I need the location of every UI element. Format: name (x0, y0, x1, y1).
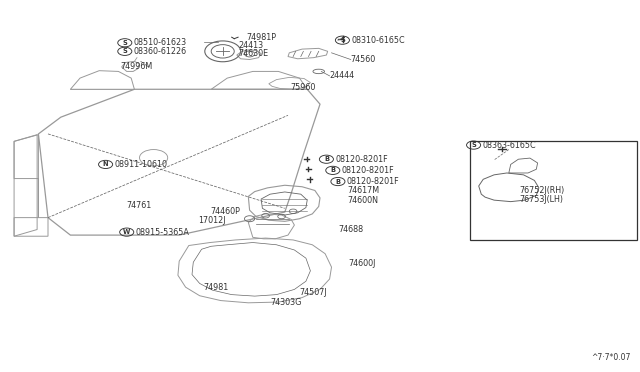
Text: 08911-10610: 08911-10610 (115, 160, 168, 169)
Text: 17012J: 17012J (198, 216, 226, 225)
Text: 74981: 74981 (204, 283, 228, 292)
Text: 74630E: 74630E (238, 49, 268, 58)
Text: S: S (340, 37, 345, 43)
Text: 08120-8201F: 08120-8201F (342, 166, 394, 175)
Text: B: B (324, 156, 329, 162)
Text: 74303G: 74303G (270, 298, 301, 307)
Text: 74560: 74560 (351, 55, 376, 64)
Text: S: S (122, 40, 127, 46)
Text: 08120-8201F: 08120-8201F (347, 177, 399, 186)
Text: 74688: 74688 (338, 225, 363, 234)
Text: 24413: 24413 (238, 41, 263, 50)
Text: W: W (123, 229, 131, 235)
Text: N: N (103, 161, 108, 167)
Text: 74981P: 74981P (246, 33, 276, 42)
Text: 76753J(LH): 76753J(LH) (520, 195, 564, 204)
Text: B: B (335, 179, 340, 185)
Text: 75960: 75960 (291, 83, 316, 92)
Text: 74600N: 74600N (347, 196, 378, 205)
Text: 08915-5365A: 08915-5365A (136, 228, 189, 237)
Text: 74617M: 74617M (347, 186, 379, 195)
Text: 08360-61226: 08360-61226 (134, 47, 187, 56)
Text: 76752J(RH): 76752J(RH) (520, 186, 565, 195)
Text: 74507J: 74507J (300, 288, 327, 297)
Text: 08310-6165C: 08310-6165C (351, 36, 405, 45)
Text: ^7·7*0.07: ^7·7*0.07 (591, 353, 630, 362)
Text: 74600J: 74600J (349, 259, 376, 268)
Text: B: B (330, 167, 335, 173)
Text: 74460P: 74460P (210, 207, 240, 216)
Text: 08120-8201F: 08120-8201F (335, 155, 388, 164)
Text: 08363-6165C: 08363-6165C (483, 141, 536, 150)
Bar (470, 141, 637, 240)
Text: S: S (122, 48, 127, 54)
Text: 08510-61623: 08510-61623 (134, 38, 187, 47)
Text: 74761: 74761 (127, 201, 152, 210)
Text: 24444: 24444 (330, 71, 355, 80)
Text: 74996M: 74996M (120, 62, 152, 71)
Text: S: S (471, 142, 476, 148)
